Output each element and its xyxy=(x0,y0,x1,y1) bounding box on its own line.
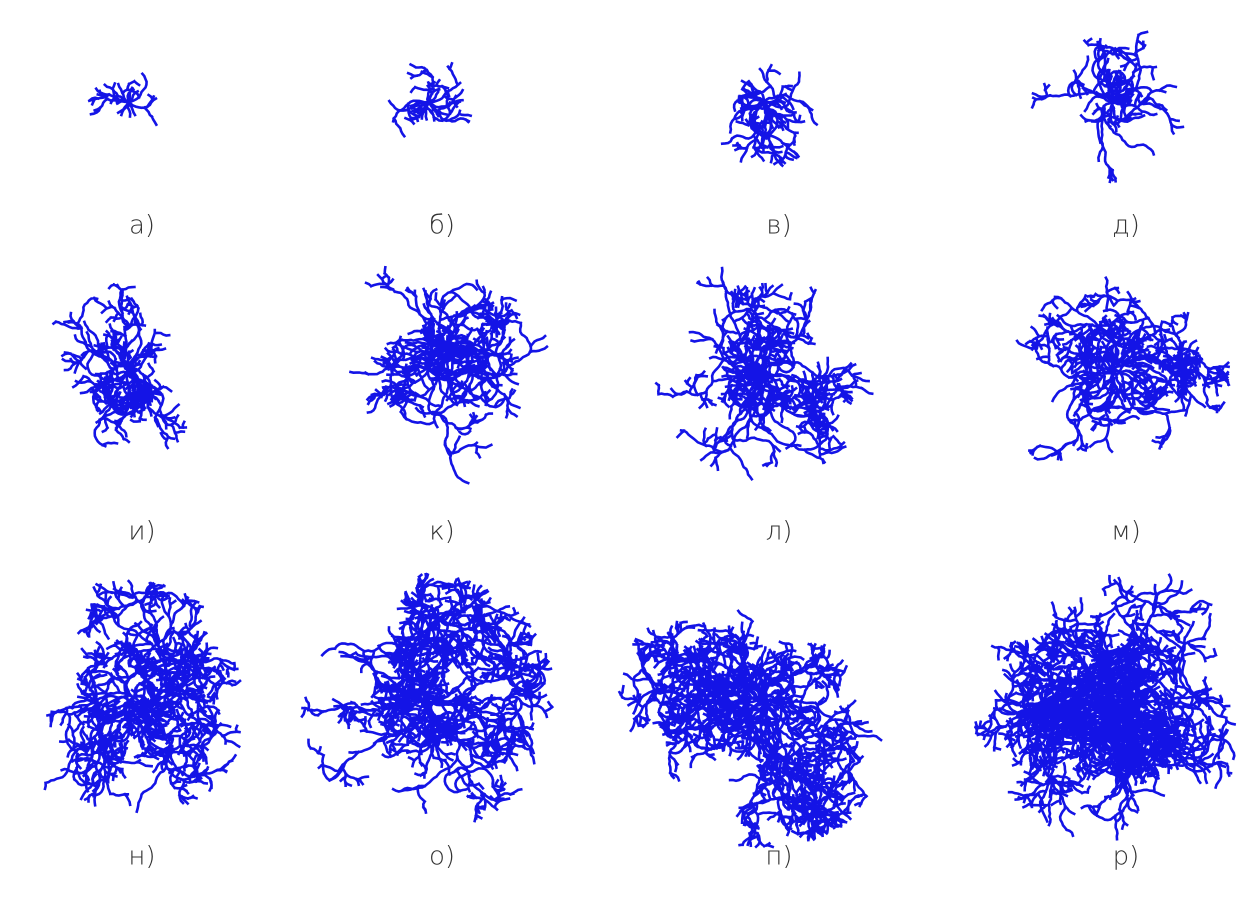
panel-label: д) xyxy=(1112,211,1140,241)
dla-cluster xyxy=(976,575,1235,839)
figure: а) б) в) д) и) к) л) м) н) о) п) р) xyxy=(0,0,1249,899)
dla-cluster xyxy=(1017,278,1229,460)
panel-label: р) xyxy=(1113,842,1140,872)
dla-cluster xyxy=(656,268,872,479)
panel-label: б) xyxy=(429,211,455,241)
panel-label: о) xyxy=(429,842,455,872)
panel-label: в) xyxy=(766,211,791,241)
dla-cluster xyxy=(722,65,817,165)
dla-cluster xyxy=(54,285,186,448)
panel-label: к) xyxy=(429,517,455,547)
page: а)б)в)д)и)к)л)м)н)о)п)р) (() => { const … xyxy=(0,0,1249,899)
dla-cluster xyxy=(389,63,470,136)
dla-cluster xyxy=(89,74,156,125)
panel-label: л) xyxy=(766,517,793,547)
dla-cluster xyxy=(302,574,552,821)
panel-label: и) xyxy=(128,517,155,547)
dla-cluster xyxy=(620,611,882,847)
dla-cluster xyxy=(1032,32,1183,182)
panel-label: п) xyxy=(765,842,792,872)
dla-cluster xyxy=(351,267,547,483)
panel-label: м) xyxy=(1111,517,1141,547)
dla-cluster xyxy=(45,581,240,812)
panel-label: н) xyxy=(128,842,155,872)
panel-label: а) xyxy=(129,211,155,241)
